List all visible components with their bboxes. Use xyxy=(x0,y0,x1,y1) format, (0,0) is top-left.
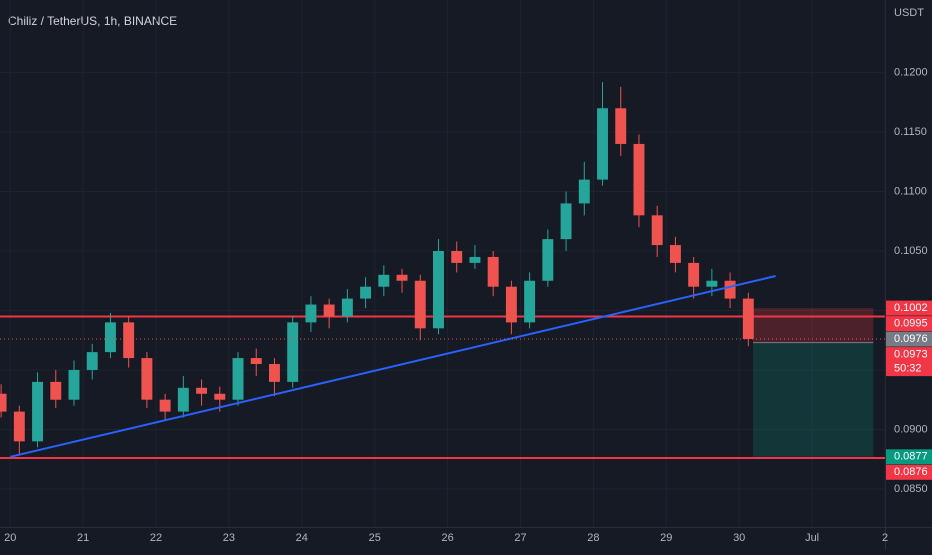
price-label-bg xyxy=(886,464,932,480)
target-zone xyxy=(753,342,874,457)
candle-body xyxy=(141,358,153,400)
x-tick-label: 20 xyxy=(4,532,16,544)
price-label-bg xyxy=(886,300,932,316)
price-label-bg xyxy=(886,331,932,347)
candle-body xyxy=(578,179,590,204)
candle-body xyxy=(597,108,608,180)
currency-label: USDT xyxy=(894,7,924,19)
candle-body xyxy=(268,364,280,382)
candle-body xyxy=(742,298,754,340)
stop-zone xyxy=(753,308,874,343)
candle-body xyxy=(32,381,44,442)
candle-body xyxy=(433,251,444,329)
candle-body xyxy=(104,322,116,353)
price-label: 0.0876 xyxy=(894,466,928,478)
price-label: 0.0976 xyxy=(894,333,928,345)
x-tick-label: 2 xyxy=(882,532,888,544)
price-label-bg xyxy=(886,449,932,465)
x-tick-label: 23 xyxy=(223,532,235,544)
price-label: 0.0973 xyxy=(894,349,928,361)
price-label: 0.0995 xyxy=(894,318,928,330)
candle-body xyxy=(487,256,499,287)
x-tick-label: 27 xyxy=(514,532,526,544)
candle-body xyxy=(250,358,262,365)
candle-body xyxy=(305,304,317,323)
chart-title: Chiliz / TetherUS, 1h, BINANCE xyxy=(8,14,177,28)
candle-body xyxy=(615,108,627,144)
x-tick-label: 28 xyxy=(587,532,599,544)
candle-body xyxy=(651,215,663,246)
candle-body xyxy=(706,280,718,287)
candle-body xyxy=(177,387,189,412)
x-tick-label: 22 xyxy=(150,532,162,544)
candle-body xyxy=(396,274,408,281)
y-tick-label: 0.1200 xyxy=(894,66,928,78)
candle-body xyxy=(0,393,7,412)
y-tick-label: 0.1150 xyxy=(894,126,927,138)
x-tick-label: 24 xyxy=(296,532,308,544)
x-tick-label: 30 xyxy=(733,532,745,544)
candle-body xyxy=(196,387,208,394)
candle-body xyxy=(123,322,135,359)
candle-body xyxy=(360,286,372,299)
candle-body xyxy=(688,262,700,287)
candle-body xyxy=(323,304,335,317)
candle-body xyxy=(232,358,244,400)
x-tick-label: 25 xyxy=(369,532,381,544)
candle-body xyxy=(214,393,226,400)
candle-body xyxy=(378,274,390,287)
y-tick-label: 0.1100 xyxy=(894,185,927,197)
candle-body xyxy=(560,203,572,240)
countdown-label: 50:32 xyxy=(894,363,922,375)
candle-body xyxy=(633,143,645,216)
candle-body xyxy=(287,322,299,382)
x-tick-label: Jul xyxy=(805,532,819,544)
y-tick-label: 0.0850 xyxy=(894,483,928,495)
candle-body xyxy=(542,239,554,281)
x-tick-label: 26 xyxy=(441,532,453,544)
candle-body xyxy=(159,399,171,412)
y-tick-label: 0.1050 xyxy=(894,245,928,257)
y-tick-label: 0.0900 xyxy=(894,423,928,435)
candle-body xyxy=(469,256,481,263)
candle-body xyxy=(524,280,536,323)
candle-body xyxy=(50,381,62,400)
candle-body xyxy=(724,280,736,299)
x-tick-label: 21 xyxy=(77,532,89,544)
price-label: 0.0877 xyxy=(894,451,928,463)
candle-body xyxy=(68,369,80,400)
trendline xyxy=(9,275,776,458)
price-label-bg xyxy=(886,347,932,377)
candle-body xyxy=(13,411,25,442)
x-tick-label: 29 xyxy=(660,532,672,544)
candle-body xyxy=(669,245,681,263)
candle-body xyxy=(505,286,517,323)
candle-body xyxy=(451,251,463,263)
candle-body xyxy=(341,298,353,317)
price-label-bg xyxy=(886,316,932,332)
candle-body xyxy=(86,352,98,370)
candle-body xyxy=(414,280,426,329)
price-label: 0.1002 xyxy=(894,302,928,314)
